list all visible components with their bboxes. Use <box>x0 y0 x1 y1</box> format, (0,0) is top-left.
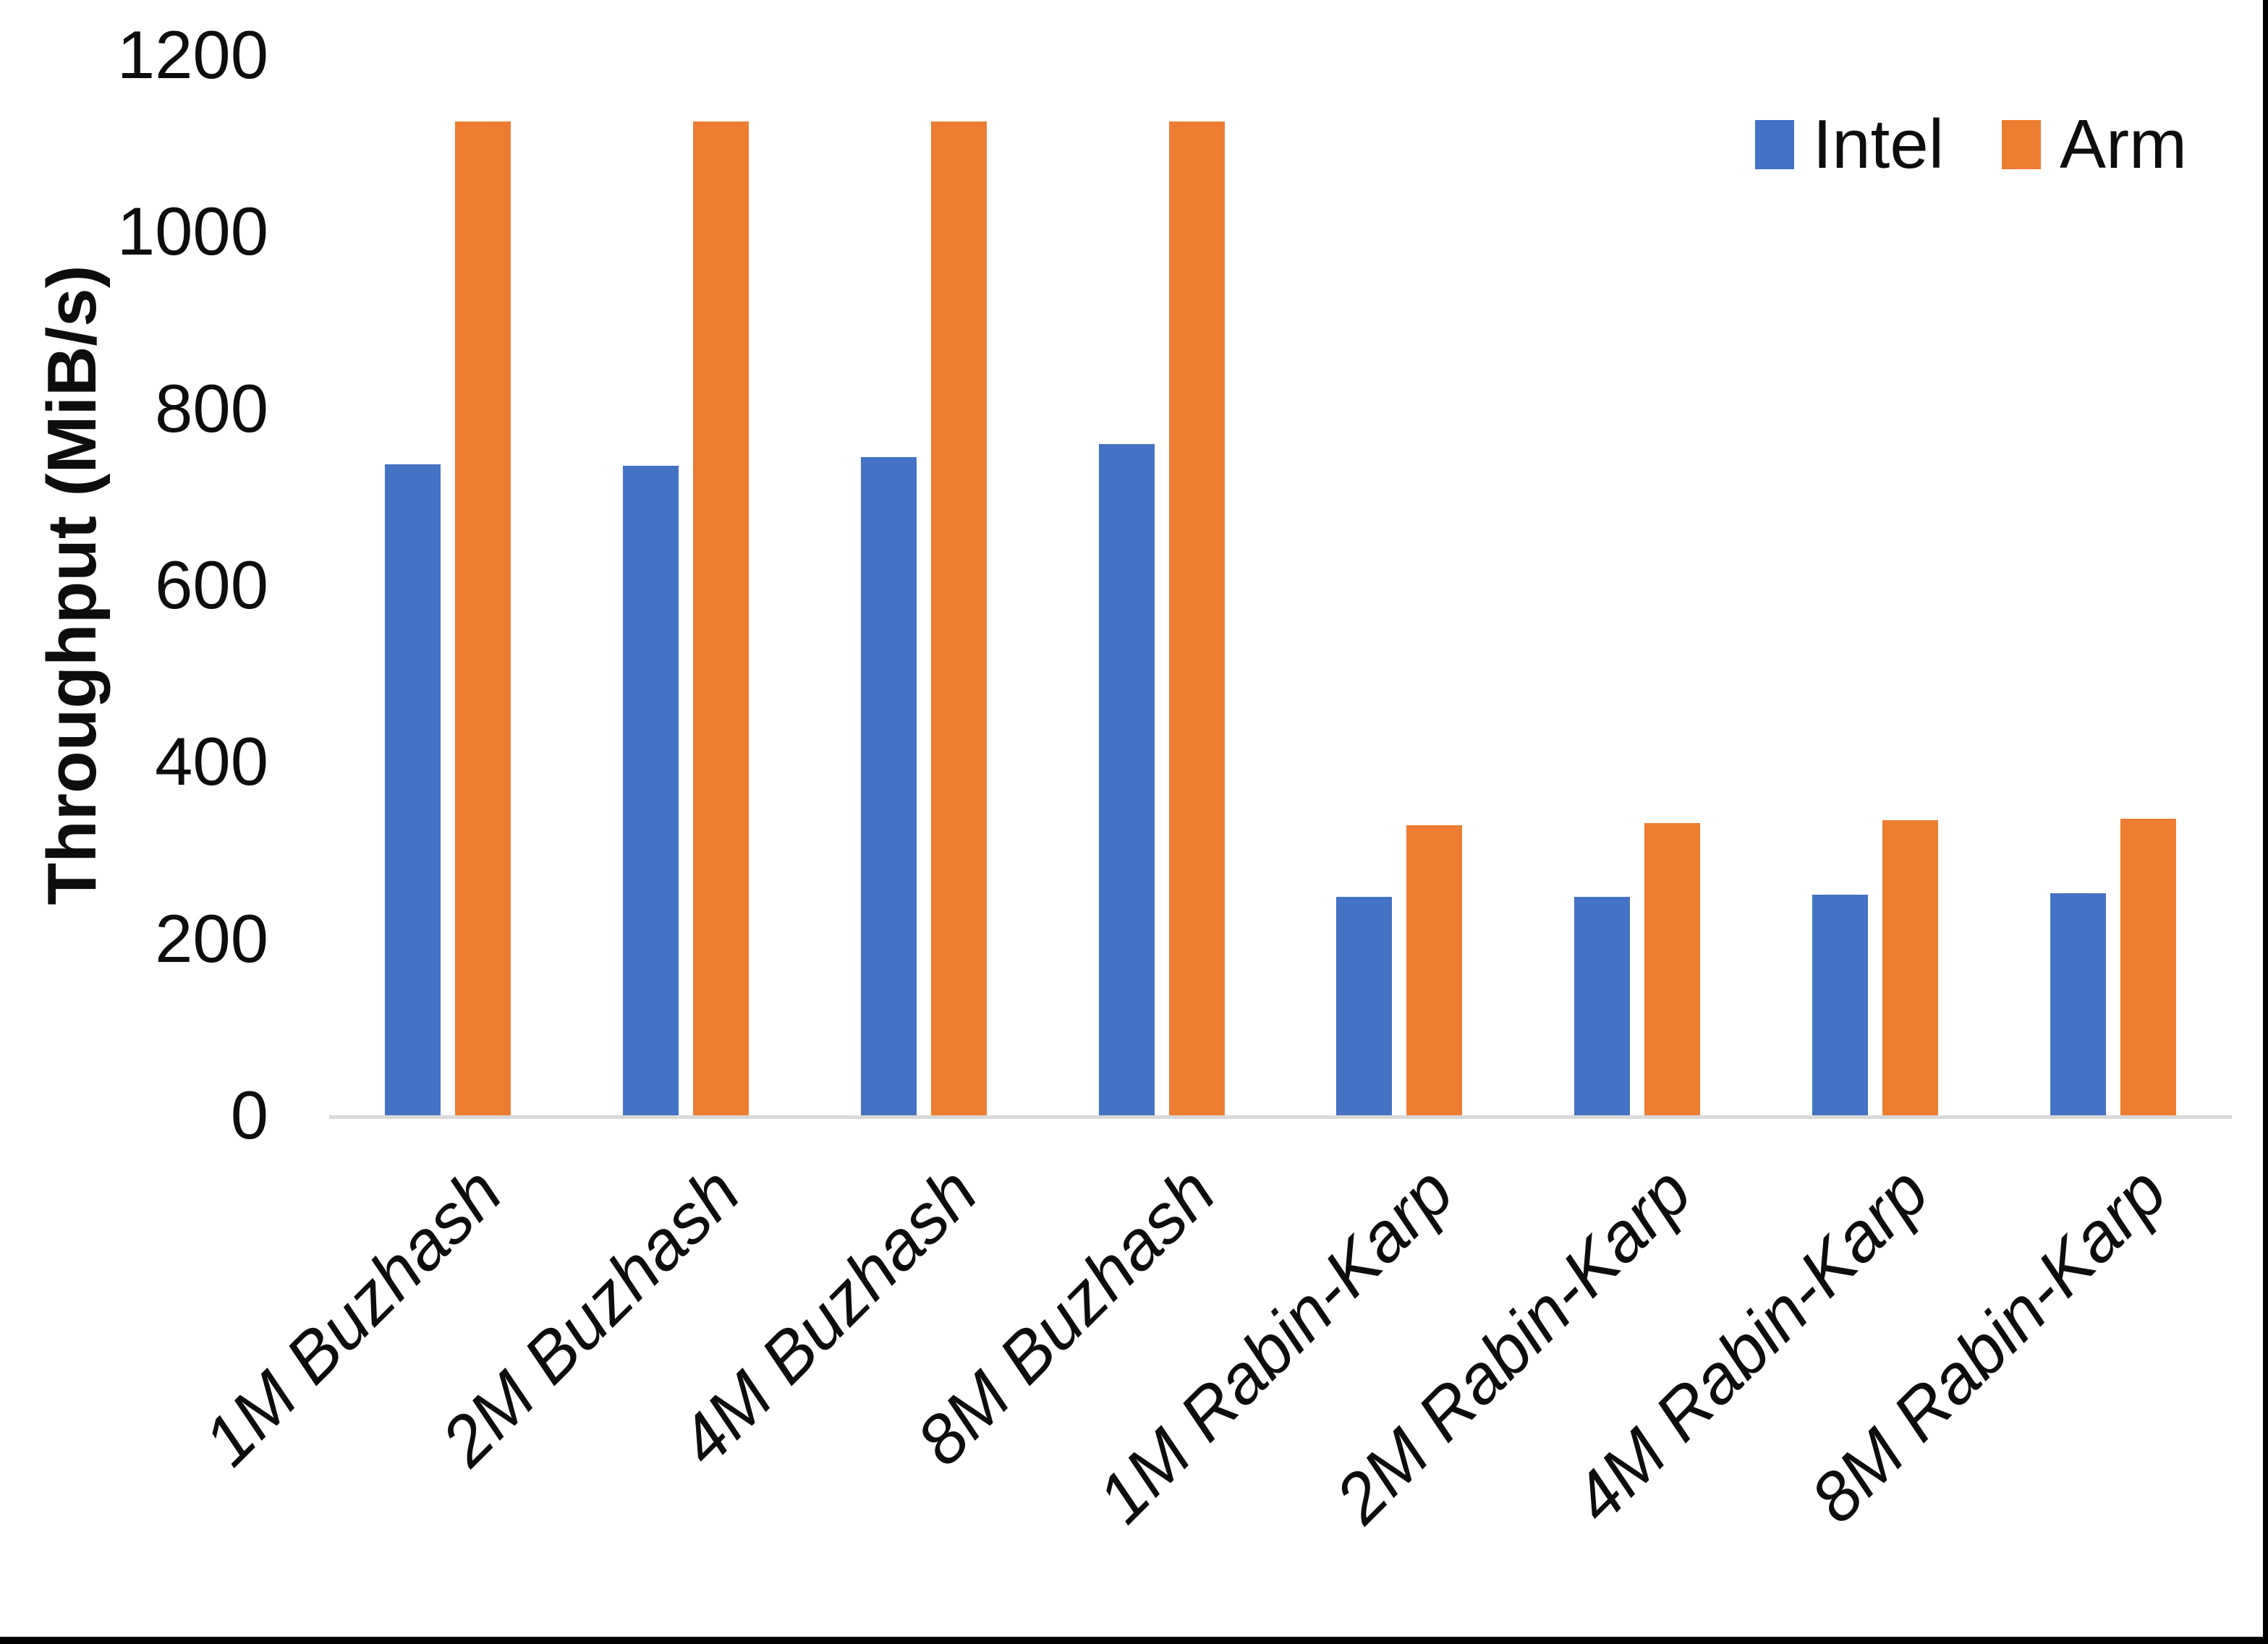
legend-label-intel: Intel <box>1812 106 1945 183</box>
bar-group-1m-buzhash <box>329 55 567 1115</box>
bar-arm-8m-rabin-karp <box>2120 818 2176 1115</box>
bar-arm-1m-buzhash <box>455 121 511 1115</box>
bar-intel-4m-buzhash <box>860 456 917 1115</box>
y-tick-label-1000: 1000 <box>116 193 268 270</box>
y-tick-label-600: 600 <box>155 547 268 623</box>
bar-group-8m-rabin-karp <box>1994 55 2232 1115</box>
bar-arm-1m-rabin-karp <box>1406 825 1463 1115</box>
bar-intel-8m-rabin-karp <box>2050 893 2106 1115</box>
bar-group-2m-buzhash <box>567 55 805 1115</box>
bar-intel-4m-rabin-karp <box>1812 894 1868 1115</box>
bar-group-4m-buzhash <box>805 55 1043 1115</box>
intel-series-swatch-icon <box>1754 120 1794 169</box>
y-tick-label-0: 0 <box>230 1077 268 1153</box>
bar-intel-2m-buzhash <box>623 466 679 1115</box>
bar-arm-2m-buzhash <box>693 121 749 1115</box>
bar-intel-8m-buzhash <box>1098 443 1155 1115</box>
bar-group-1m-rabin-karp <box>1280 55 1519 1115</box>
bar-group-2m-rabin-karp <box>1519 55 1757 1115</box>
bar-intel-1m-buzhash <box>385 464 441 1115</box>
bar-arm-2m-rabin-karp <box>1644 822 1701 1115</box>
bar-intel-2m-rabin-karp <box>1574 897 1631 1115</box>
y-tick-label-1200: 1200 <box>116 17 268 93</box>
y-tick-label-200: 200 <box>155 900 268 976</box>
plot-area <box>329 55 2232 1119</box>
bar-intel-1m-rabin-karp <box>1336 897 1393 1115</box>
y-axis-title: Throughput (MiB/s) <box>33 265 111 906</box>
bar-arm-4m-buzhash <box>930 121 987 1115</box>
bar-arm-4m-rabin-karp <box>1882 819 1938 1115</box>
legend-item-arm: Arm <box>2002 110 2187 179</box>
legend-item-intel: Intel <box>1754 106 1945 183</box>
legend: Intel Arm <box>1754 106 2187 183</box>
arm-series-swatch-icon <box>2002 120 2042 169</box>
bar-group-8m-buzhash <box>1042 55 1280 1115</box>
bar-arm-8m-buzhash <box>1168 121 1225 1115</box>
y-tick-label-800: 800 <box>155 370 268 446</box>
y-tick-label-400: 400 <box>155 723 268 800</box>
bar-group-4m-rabin-karp <box>1757 55 1995 1115</box>
legend-label-arm: Arm <box>2060 106 2187 183</box>
